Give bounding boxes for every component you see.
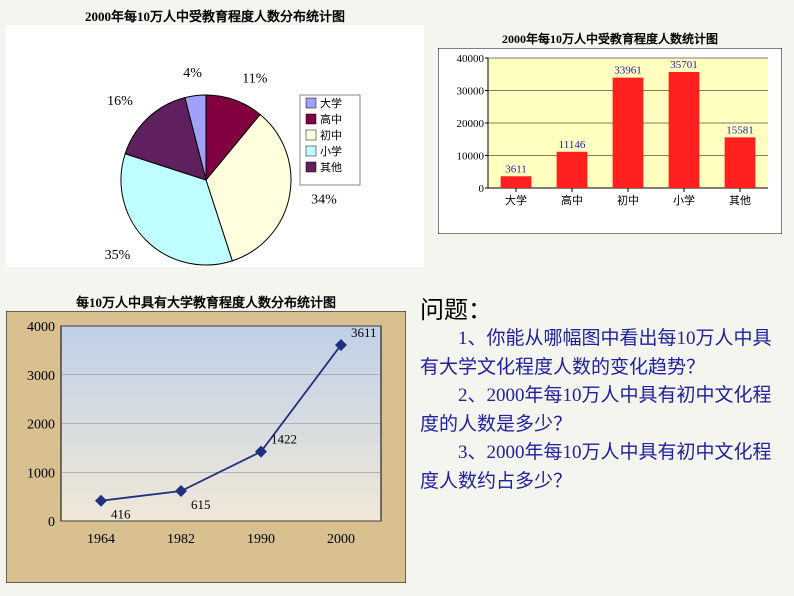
question-1: 1、你能从哪幅图中看出每10万人中具有大学文化程度人数的变化趋势？ — [420, 325, 788, 382]
svg-text:1990: 1990 — [247, 532, 275, 547]
line-chart: 0 1000 2000 3000 4000 1964 1982 1990 2000 416 615 1… — [6, 311, 406, 583]
svg-text:3000: 3000 — [27, 369, 55, 384]
svg-text:11146: 11146 — [559, 139, 586, 151]
svg-text:35701: 35701 — [670, 59, 698, 71]
svg-text:615: 615 — [191, 497, 211, 512]
line-title: 每10万人中具有大学教育程度人数分布统计图 — [6, 292, 406, 311]
bar-chart-panel: 2000年每10万人中受教育程度人数统计图 010000200003000040… — [438, 48, 782, 234]
pie-chart: 4% 11% 34% 35% 16% 大学高中初中小学其他 — [6, 25, 424, 267]
svg-text:33961: 33961 — [614, 65, 642, 77]
svg-text:16%: 16% — [107, 94, 133, 109]
bar-chart: 0 10000 20000 30000 40000 3611 大学 11146 高中 33961 初… — [438, 48, 782, 234]
svg-text:3611: 3611 — [351, 325, 377, 340]
svg-text:20000: 20000 — [457, 118, 485, 130]
svg-text:4%: 4% — [183, 66, 202, 81]
svg-text:4000: 4000 — [27, 320, 55, 335]
svg-text:34%: 34% — [311, 192, 337, 207]
svg-text:416: 416 — [111, 507, 131, 522]
svg-text:0: 0 — [479, 183, 485, 195]
svg-text:其他: 其他 — [729, 194, 751, 207]
svg-text:高中: 高中 — [320, 112, 342, 126]
questions-heading: 问题： — [420, 290, 788, 325]
svg-text:2000: 2000 — [27, 418, 55, 433]
svg-text:高中: 高中 — [561, 193, 583, 207]
svg-text:初中: 初中 — [320, 128, 342, 142]
svg-text:1964: 1964 — [87, 532, 115, 547]
svg-text:其他: 其他 — [320, 161, 342, 174]
pie-chart-panel: 2000年每10万人中受教育程度人数分布统计图 4% 11% 34% 35% 16% 大学… — [6, 6, 424, 268]
svg-text:11%: 11% — [242, 72, 267, 87]
svg-text:3611: 3611 — [505, 163, 527, 175]
svg-text:大学: 大学 — [320, 96, 342, 110]
line-chart-panel: 每10万人中具有大学教育程度人数分布统计图 0 1000 2000 3000 4000 1… — [6, 292, 406, 584]
question-3: 3、2000年每10万人中具有初中文化程度人数约占多少？ — [420, 439, 788, 496]
svg-text:初中: 初中 — [617, 193, 639, 207]
bar-title: 2000年每10万人中受教育程度人数统计图 — [438, 30, 782, 47]
svg-text:10000: 10000 — [457, 151, 485, 163]
svg-text:1422: 1422 — [271, 432, 297, 447]
svg-text:1000: 1000 — [27, 466, 55, 481]
svg-text:40000: 40000 — [457, 53, 485, 65]
questions-panel: 问题： 1、你能从哪幅图中看出每10万人中具有大学文化程度人数的变化趋势？ 2、… — [420, 290, 788, 590]
pie-title: 2000年每10万人中受教育程度人数分布统计图 — [6, 6, 424, 25]
question-2: 2、2000年每10万人中具有初中文化程度的人数是多少？ — [420, 382, 788, 439]
svg-text:30000: 30000 — [457, 86, 485, 98]
svg-text:35%: 35% — [105, 248, 131, 263]
svg-text:1982: 1982 — [167, 532, 195, 547]
svg-text:2000: 2000 — [327, 532, 355, 547]
svg-text:0: 0 — [48, 515, 55, 530]
svg-text:15581: 15581 — [726, 124, 754, 136]
svg-text:大学: 大学 — [505, 193, 527, 207]
svg-text:小学: 小学 — [320, 144, 342, 158]
svg-text:小学: 小学 — [673, 193, 695, 207]
